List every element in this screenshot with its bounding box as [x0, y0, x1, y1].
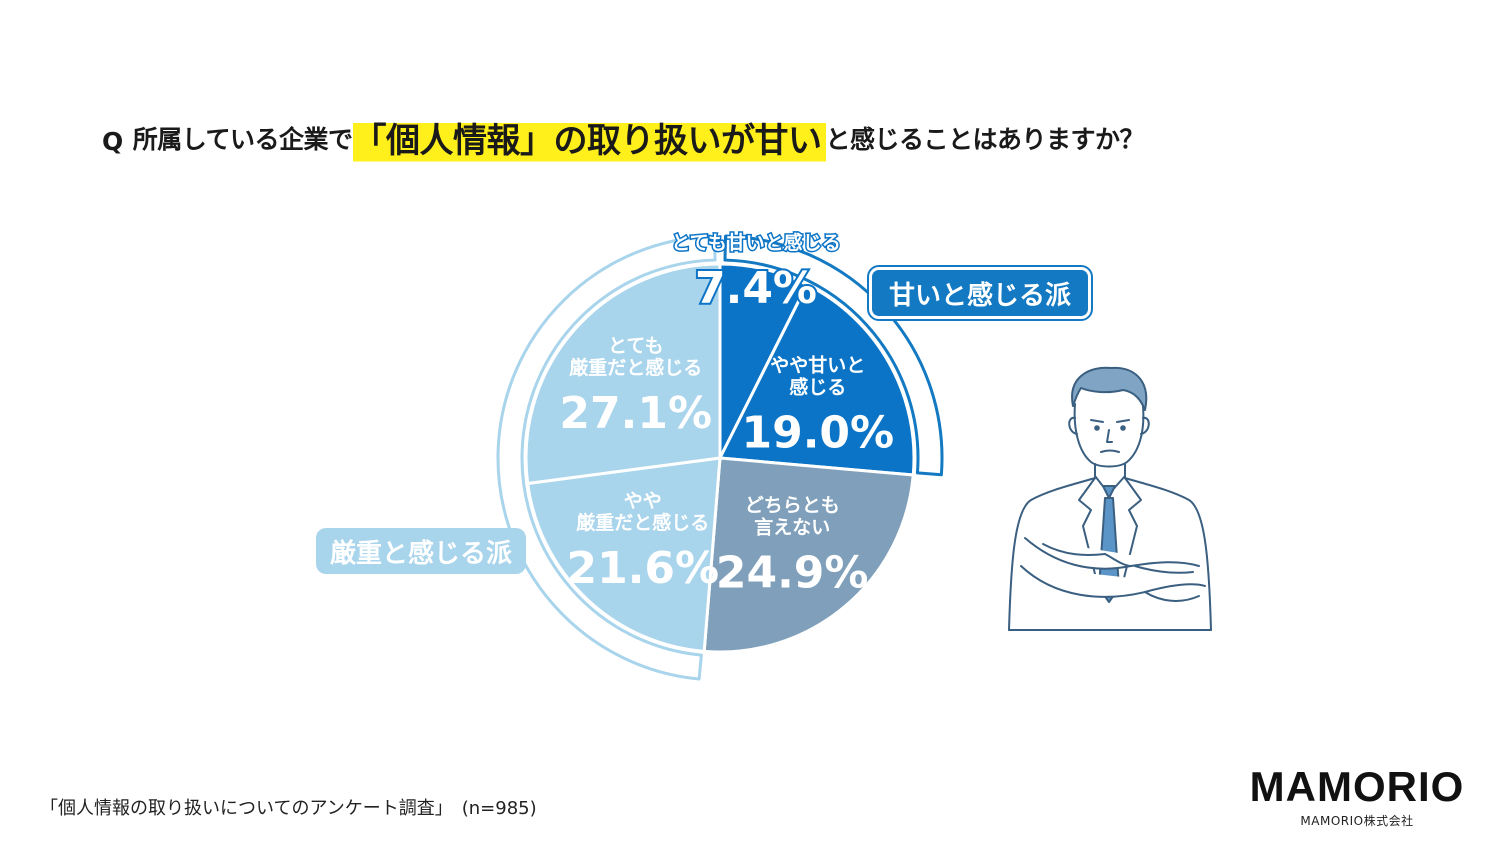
- slice-label-5: とても: [608, 335, 663, 357]
- pie-slice-2: [718, 283, 916, 477]
- question-mark: Q: [102, 127, 123, 156]
- group-ring-genju: [496, 234, 717, 681]
- slice-value-3: 24.9%: [716, 548, 869, 599]
- pie-slice-4: [526, 456, 722, 653]
- slice-label-4: 厳重だと感じる: [576, 511, 709, 534]
- pie-slice-5: [524, 262, 722, 486]
- slice-value-1: 7.4%: [695, 263, 817, 314]
- group-badge-genju: 厳重と感じる派: [316, 528, 526, 574]
- question-text-post: と感じることはありますか？: [825, 125, 1145, 154]
- slice-label-2: 感じる: [789, 375, 846, 398]
- slice-label-3: 言えない: [754, 516, 830, 539]
- company-name: MAMORIO株式会社: [1300, 814, 1414, 828]
- slice-label-4: やや: [624, 490, 662, 512]
- pie-slice-3: [702, 456, 915, 654]
- slice-label-3: どちらとも: [745, 495, 840, 517]
- mamorio-logo: MAMORIO: [1249, 763, 1465, 810]
- slice-label-1: とても甘いと感じる: [671, 231, 840, 254]
- question-text-highlight: 「個人情報」の取り扱いが甘い: [352, 111, 826, 166]
- slice-value-4: 21.6%: [566, 543, 719, 594]
- survey-note: 「個人情報の取り扱いについてのアンケート調査」 (n=985): [40, 798, 537, 819]
- slice-value-5: 27.1%: [559, 388, 712, 439]
- slice-label-2: やや甘いと: [770, 354, 865, 376]
- businessman-illustration: [1008, 366, 1212, 631]
- question-title: Q 所属している企業で 「個人情報」の取り扱いが甘い と感じることはありますか？: [102, 106, 1145, 166]
- group-badge-amai: 甘いと感じる派: [869, 267, 1091, 319]
- slice-label-5: 厳重だと感じる: [569, 356, 702, 379]
- question-text-pre: 所属している企業で: [132, 125, 353, 154]
- group-ring-amai: [723, 234, 944, 477]
- slice-value-2: 19.0%: [741, 407, 894, 458]
